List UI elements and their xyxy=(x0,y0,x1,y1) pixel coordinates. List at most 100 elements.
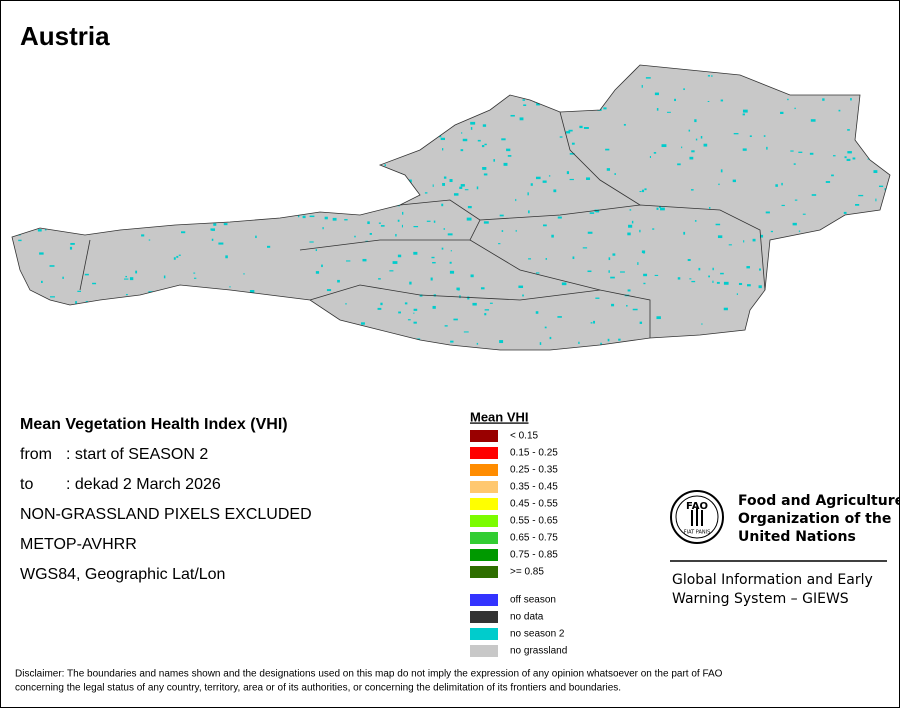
pixel xyxy=(627,289,631,292)
info-line: METOP-AVHRR xyxy=(20,536,137,553)
pixel xyxy=(148,239,151,241)
pixel xyxy=(39,252,44,255)
pixel xyxy=(298,214,300,218)
pixel xyxy=(759,234,764,238)
pixel xyxy=(810,119,816,122)
pixel xyxy=(612,253,616,256)
pixel xyxy=(522,99,526,101)
pixel xyxy=(424,192,428,194)
pixel xyxy=(627,232,631,236)
pixel xyxy=(397,219,400,222)
pixel xyxy=(493,159,496,162)
pixel xyxy=(855,204,860,206)
legend-swatch xyxy=(470,611,498,623)
pixel xyxy=(460,149,464,152)
pixel xyxy=(716,281,720,284)
pixel xyxy=(637,262,639,265)
pixel xyxy=(781,182,783,186)
pixel xyxy=(811,194,817,196)
pixel xyxy=(683,231,686,235)
pixel xyxy=(626,304,628,307)
pixel xyxy=(766,146,768,150)
info-line: WGS84, Geographic Lat/Lon xyxy=(20,566,225,583)
pixel xyxy=(549,336,552,340)
pixel xyxy=(723,281,729,285)
pixel xyxy=(462,138,468,142)
pixel xyxy=(489,302,493,304)
pixel xyxy=(701,323,703,325)
pixel xyxy=(631,220,634,224)
pixel xyxy=(367,221,370,225)
pixel xyxy=(677,163,681,166)
pixel xyxy=(728,244,732,246)
pixel xyxy=(470,274,474,278)
pixel xyxy=(515,229,517,232)
pixel xyxy=(398,311,401,314)
pixel xyxy=(873,170,878,173)
pixel xyxy=(498,243,501,245)
pixel xyxy=(644,188,647,191)
pixel xyxy=(426,220,431,222)
pixel xyxy=(378,278,381,280)
pixel xyxy=(432,261,436,264)
pixel xyxy=(409,281,412,285)
pixel xyxy=(847,151,852,154)
pixel xyxy=(476,186,479,190)
pixel xyxy=(332,217,337,221)
pixel xyxy=(389,270,394,272)
pixel xyxy=(843,211,847,214)
logo-system: Warning System – GIEWS xyxy=(672,591,849,607)
pixel xyxy=(466,217,472,221)
pixel xyxy=(723,307,728,311)
pixel xyxy=(440,137,445,141)
pixel xyxy=(442,182,446,186)
pixel xyxy=(484,313,487,316)
pixel xyxy=(249,289,255,293)
pixel xyxy=(781,204,785,207)
pixel xyxy=(218,242,224,245)
pixel xyxy=(369,232,372,235)
pixel xyxy=(443,176,447,179)
pixel xyxy=(632,308,638,311)
pixel xyxy=(641,250,646,254)
legend-swatch xyxy=(470,515,498,527)
legend-label: 0.25 - 0.35 xyxy=(510,465,558,476)
pixel xyxy=(732,179,736,183)
pixel xyxy=(742,148,747,151)
pixel xyxy=(519,117,524,121)
pixel xyxy=(392,261,398,264)
pixel xyxy=(123,278,129,280)
pixel xyxy=(178,254,181,256)
pixel xyxy=(453,318,458,321)
pixel xyxy=(467,296,470,300)
pixel xyxy=(450,250,452,252)
pixel xyxy=(639,191,642,193)
pixel xyxy=(484,309,490,311)
pixel xyxy=(738,282,743,286)
pixel xyxy=(413,312,415,314)
pixel xyxy=(377,307,382,310)
pixel xyxy=(49,296,55,298)
pixel xyxy=(852,157,856,160)
pixel xyxy=(444,325,448,327)
pixel xyxy=(380,302,383,306)
pixel xyxy=(711,75,713,77)
pixel xyxy=(690,189,694,191)
pixel xyxy=(309,241,314,243)
pixel xyxy=(345,303,347,305)
pixel xyxy=(587,270,592,273)
region-borders xyxy=(11,64,891,351)
pixel xyxy=(578,341,580,344)
pixel xyxy=(407,319,411,321)
pixel xyxy=(477,139,481,142)
pixel xyxy=(173,257,176,260)
pixel xyxy=(62,276,64,279)
pixel xyxy=(752,238,756,242)
pixel xyxy=(255,235,257,239)
legend-label: 0.45 - 0.55 xyxy=(510,499,558,510)
pixel xyxy=(758,285,762,289)
pixel xyxy=(483,221,489,224)
disclaimer-line: concerning the legal status of any count… xyxy=(15,683,621,694)
pixel xyxy=(858,194,864,197)
